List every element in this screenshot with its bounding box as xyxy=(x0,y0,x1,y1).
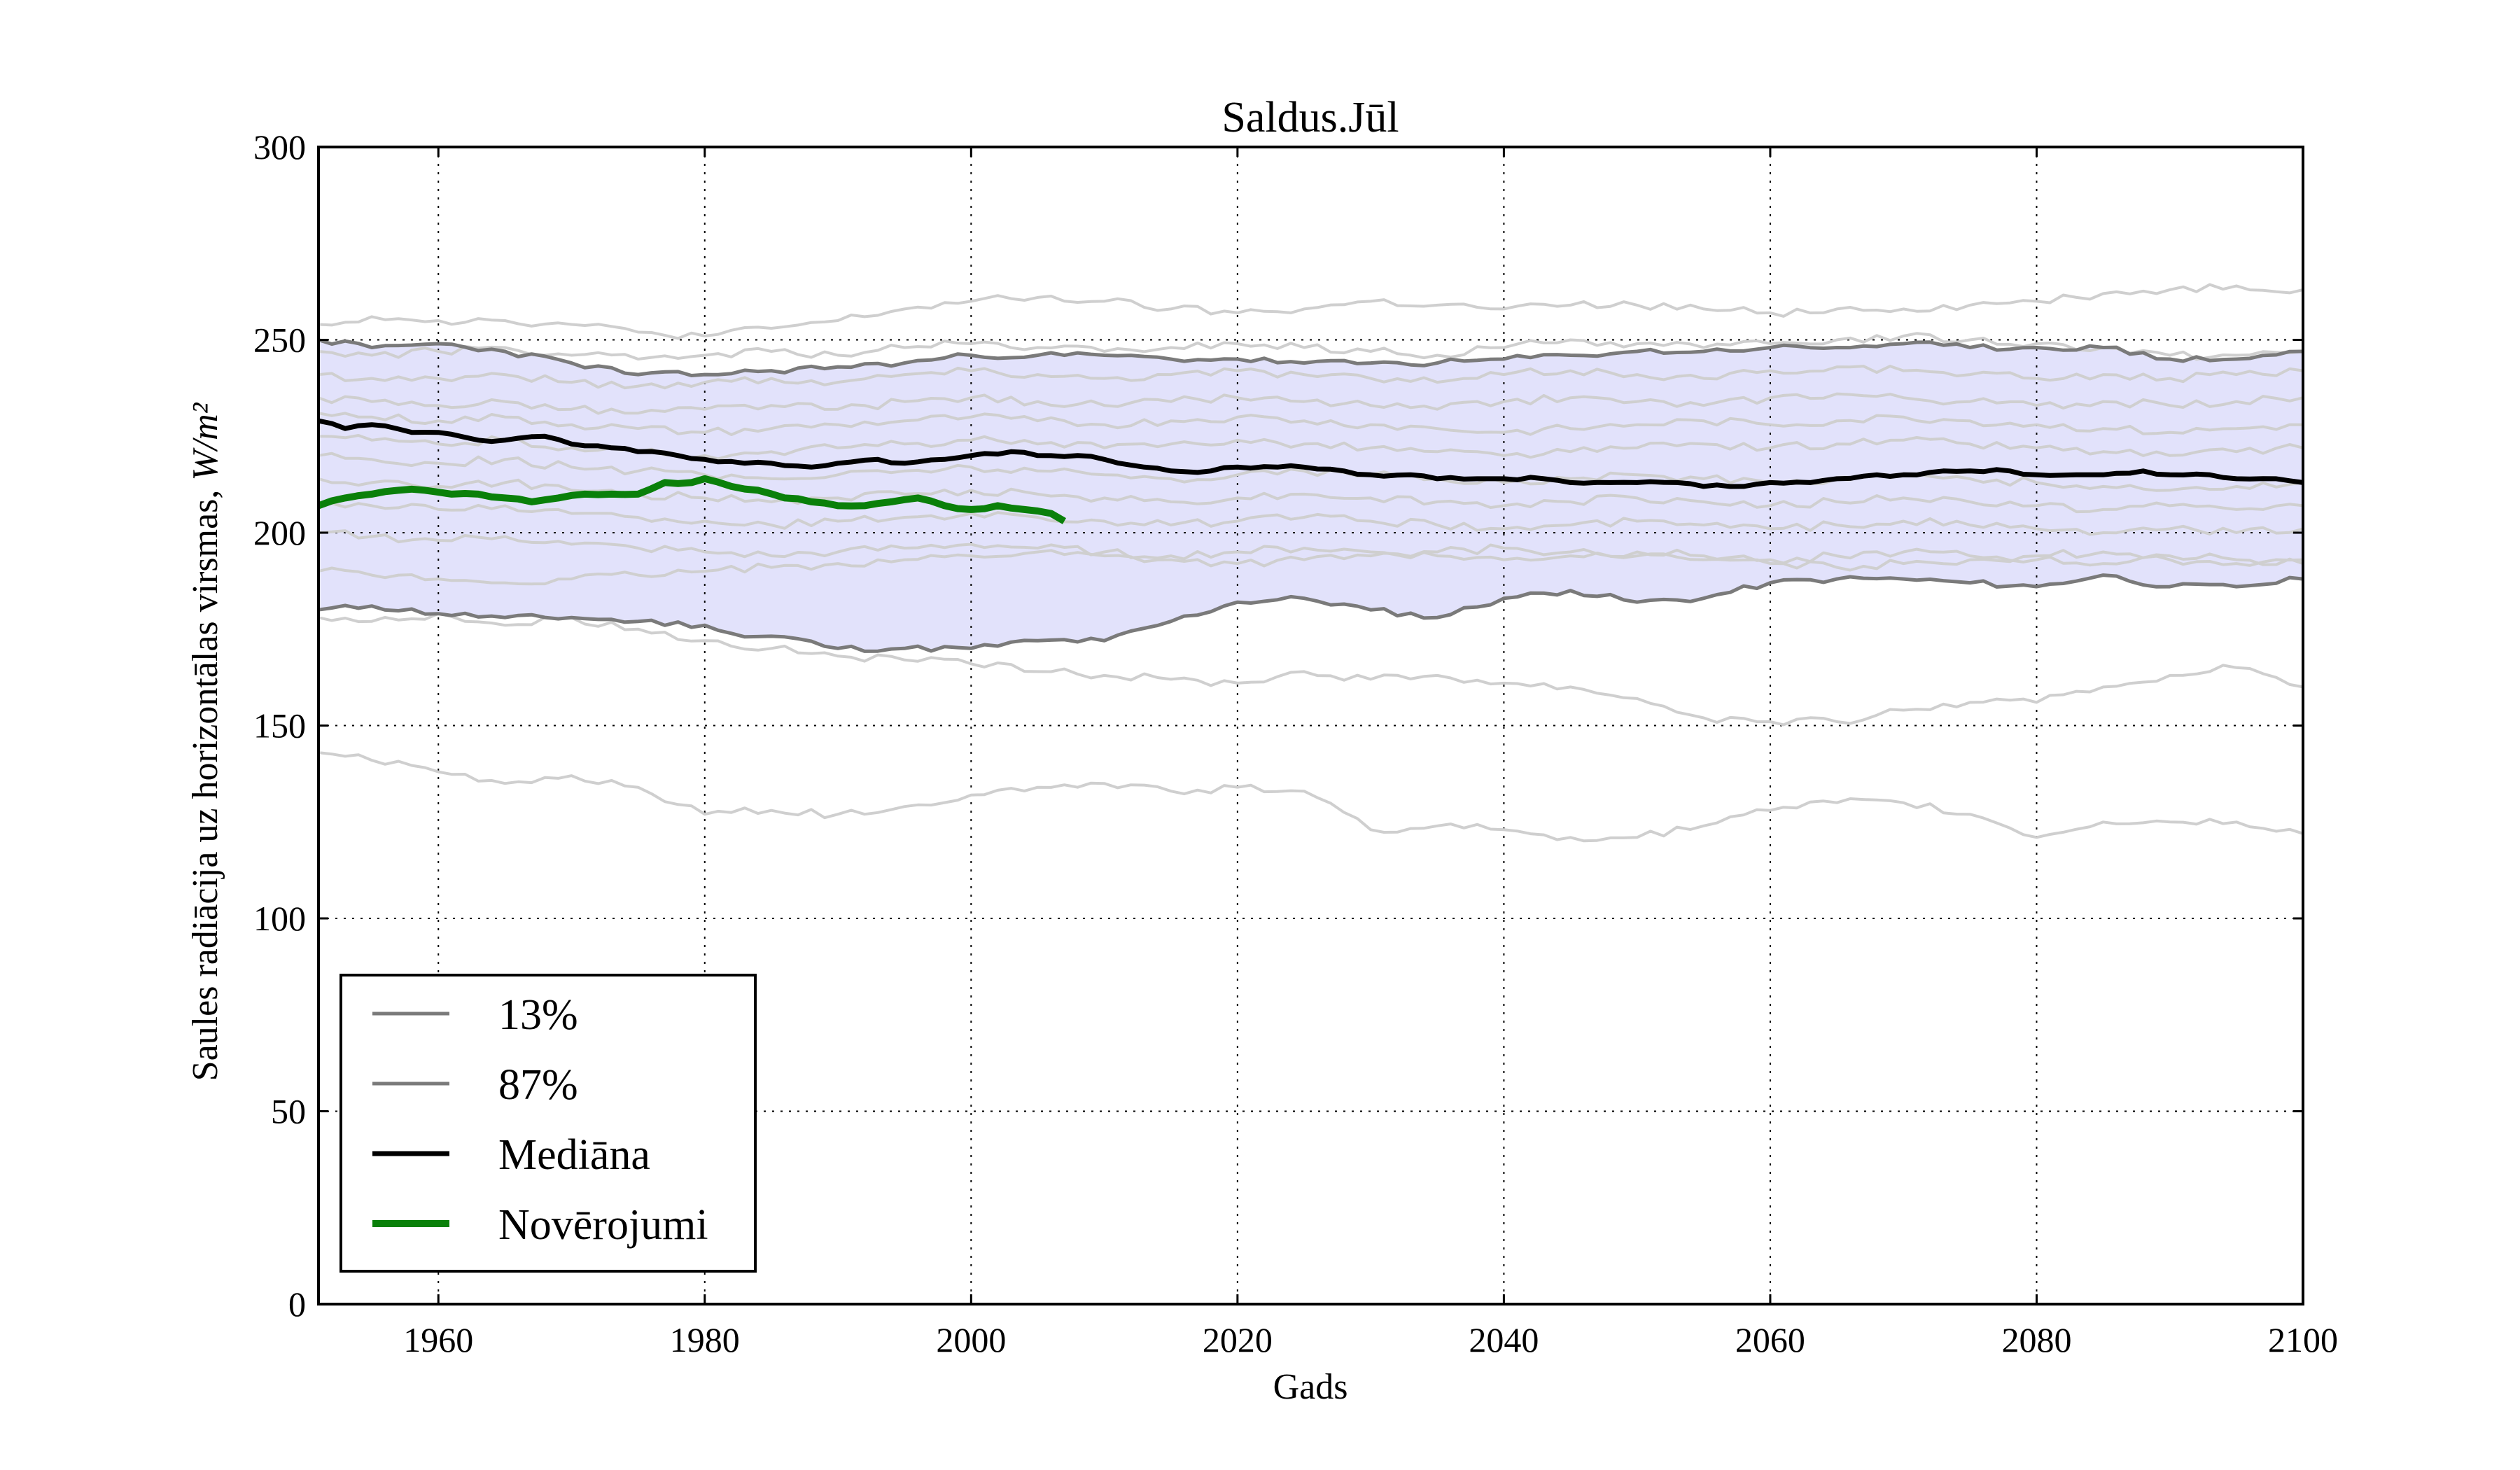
ensemble-member-line xyxy=(318,332,2304,361)
y-tick-label: 150 xyxy=(253,706,306,746)
grid xyxy=(318,147,2303,1304)
y-tick-label: 100 xyxy=(253,899,306,938)
series-13-percent-line xyxy=(318,573,2304,653)
ensemble-member-line xyxy=(318,500,2304,536)
x-tick-label: 2060 xyxy=(1735,1320,1805,1359)
x-axis-label: Gads xyxy=(1273,1367,1348,1407)
plot-area xyxy=(317,146,2304,1306)
legend-label: 13% xyxy=(498,991,578,1039)
ensemble-member-line xyxy=(318,451,2304,492)
ensemble-member-line xyxy=(318,365,2304,390)
series-87-percent-line xyxy=(318,338,2304,377)
x-tick-label: 2020 xyxy=(1203,1320,1273,1359)
legend-label: Novērojumi xyxy=(498,1201,708,1249)
series-observations-line xyxy=(317,475,1067,524)
y-tick-label: 300 xyxy=(253,127,306,167)
x-tick-label: 1980 xyxy=(670,1320,740,1359)
x-tick-label: 2100 xyxy=(2268,1320,2338,1359)
legend-label: Mediāna xyxy=(498,1131,650,1179)
legend: 13% 87% Mediāna Novērojumi xyxy=(340,974,757,1273)
chart-title: Saldus.Jūl xyxy=(1222,94,1399,141)
y-tick-label: 250 xyxy=(253,321,306,360)
series-median-line xyxy=(318,418,2304,489)
ensemble-member-line xyxy=(318,612,2304,727)
x-tick-label: 1960 xyxy=(403,1320,473,1359)
y-axis: 0 50 100 150 200 250 300 xyxy=(253,127,2303,1324)
ensemble-member-line xyxy=(318,392,2304,415)
y-axis-label: Saules radiācija uz horizontālas virsmas… xyxy=(186,402,225,1081)
x-tick-label: 2000 xyxy=(936,1320,1006,1359)
ensemble-member-line xyxy=(318,751,2304,843)
ensemble-member-line xyxy=(318,283,2304,340)
y-tick-label: 0 xyxy=(288,1284,306,1324)
ensemble-member-line xyxy=(318,477,2304,514)
ensemble-member-line xyxy=(318,529,2304,567)
legend-label: 87% xyxy=(498,1061,578,1109)
ensemble-member-line xyxy=(318,412,2304,436)
y-tick-label: 200 xyxy=(253,513,306,552)
ensemble-member-line xyxy=(318,543,2304,586)
x-axis: 1960 1980 2000 2020 2040 2060 2080 2100 xyxy=(403,147,2338,1359)
x-tick-label: 2040 xyxy=(1469,1320,1539,1359)
y-tick-label: 50 xyxy=(271,1092,306,1131)
x-tick-label: 2080 xyxy=(2001,1320,2071,1359)
